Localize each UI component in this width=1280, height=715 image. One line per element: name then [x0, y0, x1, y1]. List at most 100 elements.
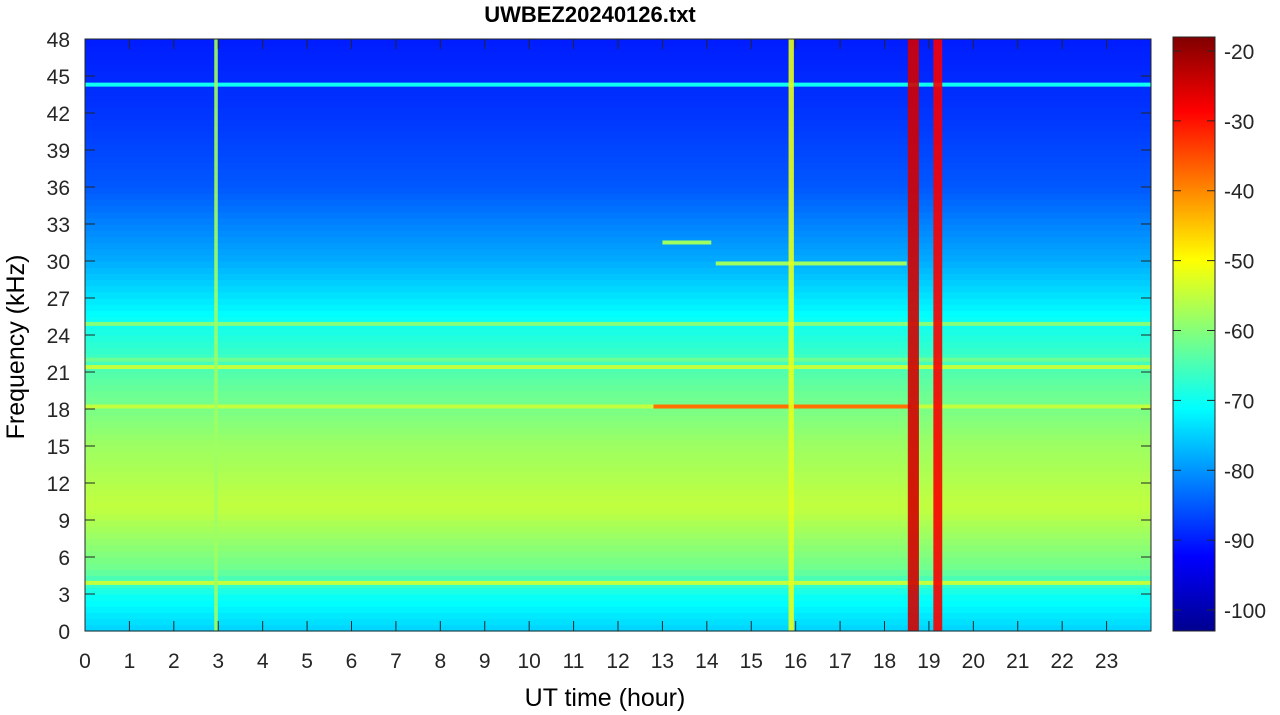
x-tick-label: 11 — [563, 650, 585, 673]
colorbar: -20 -30 -40 -50 -60 -70 -80 -90 -100 — [1172, 36, 1266, 632]
heatmap-band — [85, 359, 1151, 367]
heatmap-band — [85, 532, 1151, 540]
heatmap-band — [85, 267, 1151, 274]
heatmap-band — [85, 304, 1151, 311]
heatmap-band — [85, 612, 1151, 620]
heatmap-band — [85, 88, 1151, 96]
x-tick-label: 13 — [651, 650, 674, 673]
y-tick-label: 48 — [47, 29, 70, 52]
heatmap-band — [85, 421, 1151, 429]
x-tick-label: 17 — [828, 650, 851, 673]
x-tick-label: 3 — [212, 650, 224, 673]
heatmap-band — [85, 365, 1151, 373]
heatmap-band — [85, 94, 1151, 102]
horizontal-emission-line — [85, 580, 1151, 585]
heatmap-band — [85, 236, 1151, 244]
heatmap-band — [85, 285, 1151, 293]
heatmap-band — [85, 125, 1151, 133]
vertical-event — [214, 39, 218, 631]
heatmap-band — [85, 575, 1151, 583]
heatmap-band — [85, 606, 1151, 614]
x-tick-label: 19 — [917, 650, 940, 673]
x-tick-label: 10 — [517, 650, 540, 673]
heatmap-band — [85, 409, 1151, 416]
heatmap-band — [85, 557, 1151, 564]
heatmap-band — [85, 353, 1151, 361]
colorbar-ticks: -20 -30 -40 -50 -60 -70 -80 -90 -100 — [1173, 41, 1266, 623]
y-tick-label: 33 — [47, 214, 70, 237]
heatmap-band — [85, 513, 1151, 521]
heatmap-band — [85, 51, 1151, 59]
heatmap-band — [85, 446, 1151, 453]
y-tick-label: 3 — [58, 584, 70, 607]
heatmap-band — [85, 433, 1151, 441]
y-tick-label: 12 — [47, 473, 70, 496]
heatmap-band — [85, 168, 1151, 176]
heatmap-band — [85, 137, 1151, 145]
heatmap-band — [85, 452, 1151, 459]
heatmap-band — [85, 310, 1151, 318]
plot-area — [84, 38, 1152, 632]
x-tick-label: 18 — [873, 650, 896, 673]
y-tick-label: 45 — [47, 66, 70, 89]
heatmap-band — [85, 335, 1151, 342]
y-tick-label: 15 — [47, 436, 70, 459]
heatmap-band — [85, 600, 1151, 607]
heatmap-band — [85, 507, 1151, 515]
vertical-event — [907, 39, 919, 631]
heatmap-band — [85, 390, 1151, 398]
heatmap-band — [85, 254, 1151, 262]
horizontal-emission-line — [715, 261, 907, 266]
heatmap-band — [85, 458, 1151, 466]
heatmap-band — [85, 347, 1151, 355]
y-tick-label: 27 — [47, 288, 70, 311]
colorbar-tick-label: -30 — [1224, 111, 1254, 134]
heatmap-band — [85, 193, 1151, 200]
heatmap-band — [85, 328, 1151, 336]
heatmap-band — [85, 291, 1151, 299]
x-tick-label: 20 — [962, 650, 985, 673]
x-axis: 0 1 2 3 4 5 6 7 8 9 10 11 12 13 14 15 16 17 18 19 20 21 22 23 — [79, 39, 1118, 673]
x-tick-label: 23 — [1095, 650, 1118, 673]
y-tick-label: 18 — [47, 399, 70, 422]
colorbar-gradient — [1172, 36, 1216, 632]
heatmap-band — [85, 242, 1151, 250]
horizontal-emission-line — [85, 82, 1151, 87]
heatmap-band — [85, 316, 1151, 324]
x-tick-label: 1 — [124, 650, 136, 673]
heatmap-rows — [85, 39, 1151, 632]
heatmap-band — [85, 415, 1151, 422]
y-tick-label: 30 — [47, 251, 70, 274]
colorbar-tick-label: -40 — [1224, 181, 1254, 204]
heatmap-band — [85, 569, 1151, 577]
heatmap-band — [85, 322, 1151, 330]
y-tick-label: 9 — [58, 510, 70, 533]
heatmap-band — [85, 156, 1151, 163]
heatmap-band — [85, 427, 1151, 435]
x-tick-label: 4 — [257, 650, 269, 673]
heatmap-band — [85, 199, 1151, 207]
heatmap-band — [85, 273, 1151, 281]
heatmap-band — [85, 372, 1151, 379]
heatmap-band — [85, 217, 1151, 225]
heatmap-band — [85, 384, 1151, 392]
heatmap-band — [85, 587, 1151, 595]
x-tick-label: 15 — [740, 650, 763, 673]
x-tick-label: 21 — [1006, 650, 1029, 673]
heatmap-band — [85, 483, 1151, 490]
colorbar-tick-label: -20 — [1224, 41, 1254, 64]
heatmap-band — [85, 211, 1151, 219]
heatmap-band — [85, 187, 1151, 194]
y-tick-label: 24 — [47, 325, 71, 348]
heatmap-band — [85, 464, 1151, 472]
heatmap-band — [85, 476, 1151, 484]
heatmap-band — [85, 205, 1151, 213]
heatmap-band — [85, 230, 1151, 237]
y-tick-label: 39 — [47, 140, 70, 163]
heatmap-band — [85, 489, 1151, 496]
colorbar-tick-label: -80 — [1224, 460, 1254, 483]
x-tick-label: 14 — [695, 650, 719, 673]
x-tick-label: 0 — [79, 650, 91, 673]
